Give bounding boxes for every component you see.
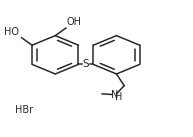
Text: HO: HO — [4, 27, 19, 37]
Text: OH: OH — [67, 17, 82, 27]
Text: H: H — [115, 92, 122, 102]
Text: HBr: HBr — [15, 105, 33, 115]
Text: N: N — [111, 90, 118, 99]
Text: S: S — [83, 59, 89, 69]
